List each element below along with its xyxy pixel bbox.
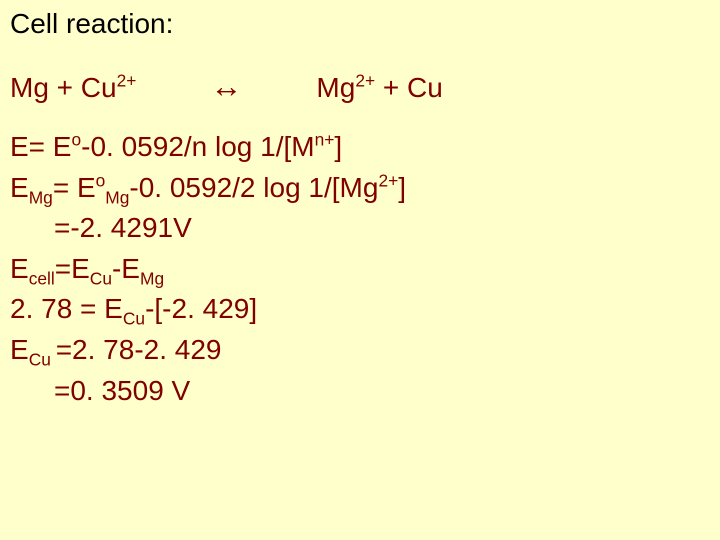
subscript: Mg xyxy=(29,187,53,207)
reaction-rhs-r: + Cu xyxy=(375,72,443,103)
text: ] xyxy=(334,131,342,162)
subscript: Mg xyxy=(105,187,129,207)
reaction-lhs-text: Mg + Cu xyxy=(10,72,117,103)
superscript: 2+ xyxy=(378,170,398,190)
text: -0. 0592/n log 1/[M xyxy=(81,131,314,162)
text: E xyxy=(10,172,29,203)
eq-line-2: EMg= EoMg-0. 0592/2 log 1/[Mg2+] xyxy=(10,168,710,209)
superscript: n+ xyxy=(315,130,335,150)
text: -[-2. 429] xyxy=(145,293,257,324)
subscript: Cu xyxy=(29,350,56,370)
slide-title: Cell reaction: xyxy=(10,8,710,40)
subscript: Cu xyxy=(123,309,145,329)
text: E xyxy=(10,334,29,365)
eq-line-5: 2. 78 = ECu-[-2. 429] xyxy=(10,289,710,330)
eq-line-4: Ecell=ECu-EMg xyxy=(10,249,710,290)
text: =0. 3509 V xyxy=(54,375,190,406)
equation-block: E= Eo-0. 0592/n log 1/[Mn+] EMg= EoMg-0.… xyxy=(10,127,710,411)
subscript: Cu xyxy=(90,268,112,288)
eq-line-7: =0. 3509 V xyxy=(10,371,710,412)
eq-line-6: ECu =2. 78-2. 429 xyxy=(10,330,710,371)
reaction-lhs-sup: 2+ xyxy=(117,71,137,91)
reaction-lhs: Mg + Cu2+ xyxy=(10,72,136,104)
text: E= E xyxy=(10,131,71,162)
text: =2. 78-2. 429 xyxy=(56,334,222,365)
eq-line-3: =-2. 4291V xyxy=(10,208,710,249)
text: =E xyxy=(55,253,90,284)
text: -E xyxy=(112,253,140,284)
text: E xyxy=(10,253,29,284)
subscript: cell xyxy=(29,268,55,288)
reaction-rhs-l: Mg xyxy=(316,72,355,103)
superscript: o xyxy=(71,130,81,150)
cell-reaction: Mg + Cu2+ ↔ Mg2+ + Cu xyxy=(10,68,710,105)
text: 2. 78 = E xyxy=(10,293,123,324)
reaction-rhs-sup: 2+ xyxy=(355,71,375,91)
eq-line-1: E= Eo-0. 0592/n log 1/[Mn+] xyxy=(10,127,710,168)
text: -0. 0592/2 log 1/[Mg xyxy=(129,172,378,203)
reaction-rhs: Mg2+ + Cu xyxy=(316,72,442,104)
slide-content: Cell reaction: Mg + Cu2+ ↔ Mg2+ + Cu E= … xyxy=(0,0,720,419)
reaction-arrow: ↔ xyxy=(136,68,316,105)
text: =-2. 4291V xyxy=(54,212,192,243)
text: = E xyxy=(53,172,96,203)
text: ] xyxy=(398,172,406,203)
subscript: Mg xyxy=(140,268,164,288)
superscript: o xyxy=(96,170,106,190)
